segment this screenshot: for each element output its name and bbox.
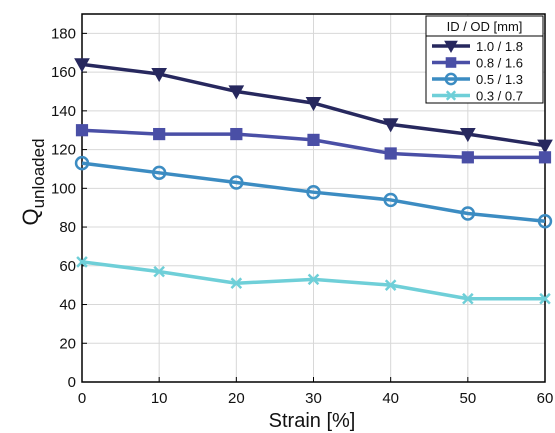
data-point (462, 292, 474, 305)
data-point (383, 192, 398, 208)
x-tick-label: 0 (78, 390, 86, 407)
x-axis: 0 10 20 30 40 50 60 (78, 377, 554, 407)
x-axis-label: Strain [%] (269, 410, 356, 432)
data-point (384, 147, 397, 160)
data-point (229, 175, 244, 190)
data-point-stroke (76, 256, 88, 268)
data-point (153, 265, 165, 278)
x-tick-label: 50 (459, 390, 476, 407)
legend-label: 0.3 / 0.7 (476, 89, 523, 104)
legend-item: 0.5 / 1.3 (432, 72, 523, 87)
y-tick-label: 20 (59, 335, 76, 352)
data-point (76, 256, 88, 268)
data-point (74, 58, 90, 73)
legend-marker-stroke (445, 90, 457, 101)
legend-title: ID / OD [mm] (447, 19, 523, 34)
data-point (307, 273, 320, 286)
x-tick-label: 40 (382, 390, 399, 407)
data-point (75, 124, 89, 137)
legend-marker (444, 72, 458, 86)
legend-marker (444, 40, 458, 54)
data-point (460, 206, 476, 221)
y-tick-label: 100 (51, 180, 76, 197)
data-point (537, 214, 553, 229)
y-tick-label: 120 (51, 142, 76, 159)
legend-label: 0.5 / 1.3 (476, 72, 523, 87)
data-point (537, 139, 553, 154)
legend-box (425, 15, 544, 104)
data-point (153, 127, 166, 141)
x-tick-label: 60 (537, 390, 554, 407)
legend-marker (445, 90, 457, 101)
series-1 (75, 124, 552, 164)
legend: ID / OD [mm] 1.0 / 1.8 0.8 / 1.60.5 / 1.3… (425, 15, 544, 104)
data-point (307, 133, 320, 146)
series-3 (76, 256, 551, 305)
series-0 (74, 58, 553, 154)
data-point (461, 151, 474, 164)
series-2 (74, 155, 553, 229)
legend-item: 1.0 / 1.8 (432, 39, 523, 54)
y-axis-label-main: Q (18, 208, 43, 225)
data-point-stroke (153, 265, 165, 278)
data-point (382, 118, 399, 133)
legend-label: 0.8 / 1.6 (476, 56, 523, 71)
y-axis-label-sub: unloaded (29, 138, 48, 208)
x-tick-label: 10 (151, 390, 168, 407)
series-layer (74, 58, 553, 305)
data-point (151, 67, 168, 83)
y-tick-label: 60 (59, 258, 76, 275)
data-point (459, 127, 476, 143)
data-point (539, 292, 551, 305)
y-tick-label: 0 (68, 374, 76, 391)
data-point (305, 96, 322, 112)
data-point (74, 155, 90, 171)
x-tick-label: 20 (228, 390, 245, 407)
y-tick-label: 40 (59, 297, 76, 314)
y-axis: 0 20 40 60 80 100 120 140 160 180 (51, 25, 87, 391)
data-point-stroke (462, 292, 474, 305)
y-tick-label: 160 (51, 64, 76, 81)
data-point (306, 184, 321, 200)
y-tick-label: 180 (51, 25, 76, 42)
data-point (384, 279, 397, 291)
y-axis-label: Qunloaded (18, 138, 48, 225)
legend-item: 0.3 / 0.7 (432, 89, 523, 104)
series-line (81, 161, 546, 223)
data-point-stroke (539, 292, 551, 305)
data-point (230, 127, 243, 141)
data-point (151, 165, 167, 181)
legend-label: 1.0 / 1.8 (476, 39, 523, 54)
data-point-stroke (384, 279, 397, 291)
data-point-stroke (307, 273, 320, 286)
legend-marker (445, 57, 457, 68)
y-tick-label: 140 (51, 103, 76, 120)
data-point (228, 85, 245, 100)
data-point (538, 151, 552, 164)
legend-item: 0.8 / 1.6 (432, 56, 523, 71)
data-point-stroke (230, 277, 243, 290)
x-tick-label: 30 (305, 390, 322, 407)
data-point (230, 277, 243, 290)
y-tick-label: 80 (59, 219, 76, 236)
